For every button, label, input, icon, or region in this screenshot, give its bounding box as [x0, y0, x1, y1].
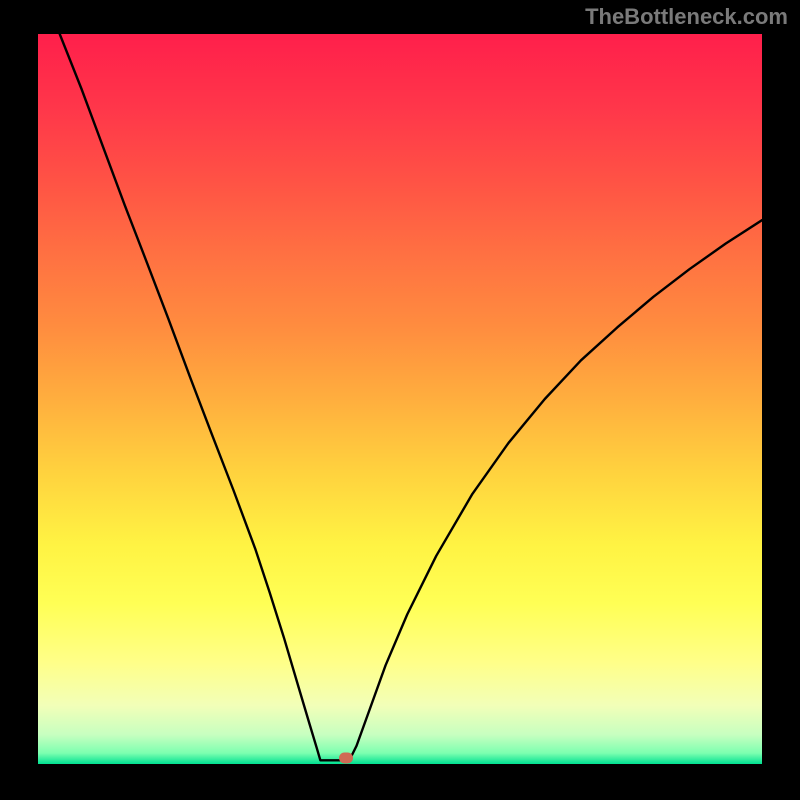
chart-container: TheBottleneck.com [0, 0, 800, 800]
plot-area [38, 34, 762, 764]
bottleneck-marker [339, 753, 353, 764]
curve-path [60, 34, 762, 760]
watermark-text: TheBottleneck.com [585, 4, 788, 30]
bottleneck-curve [38, 34, 762, 764]
